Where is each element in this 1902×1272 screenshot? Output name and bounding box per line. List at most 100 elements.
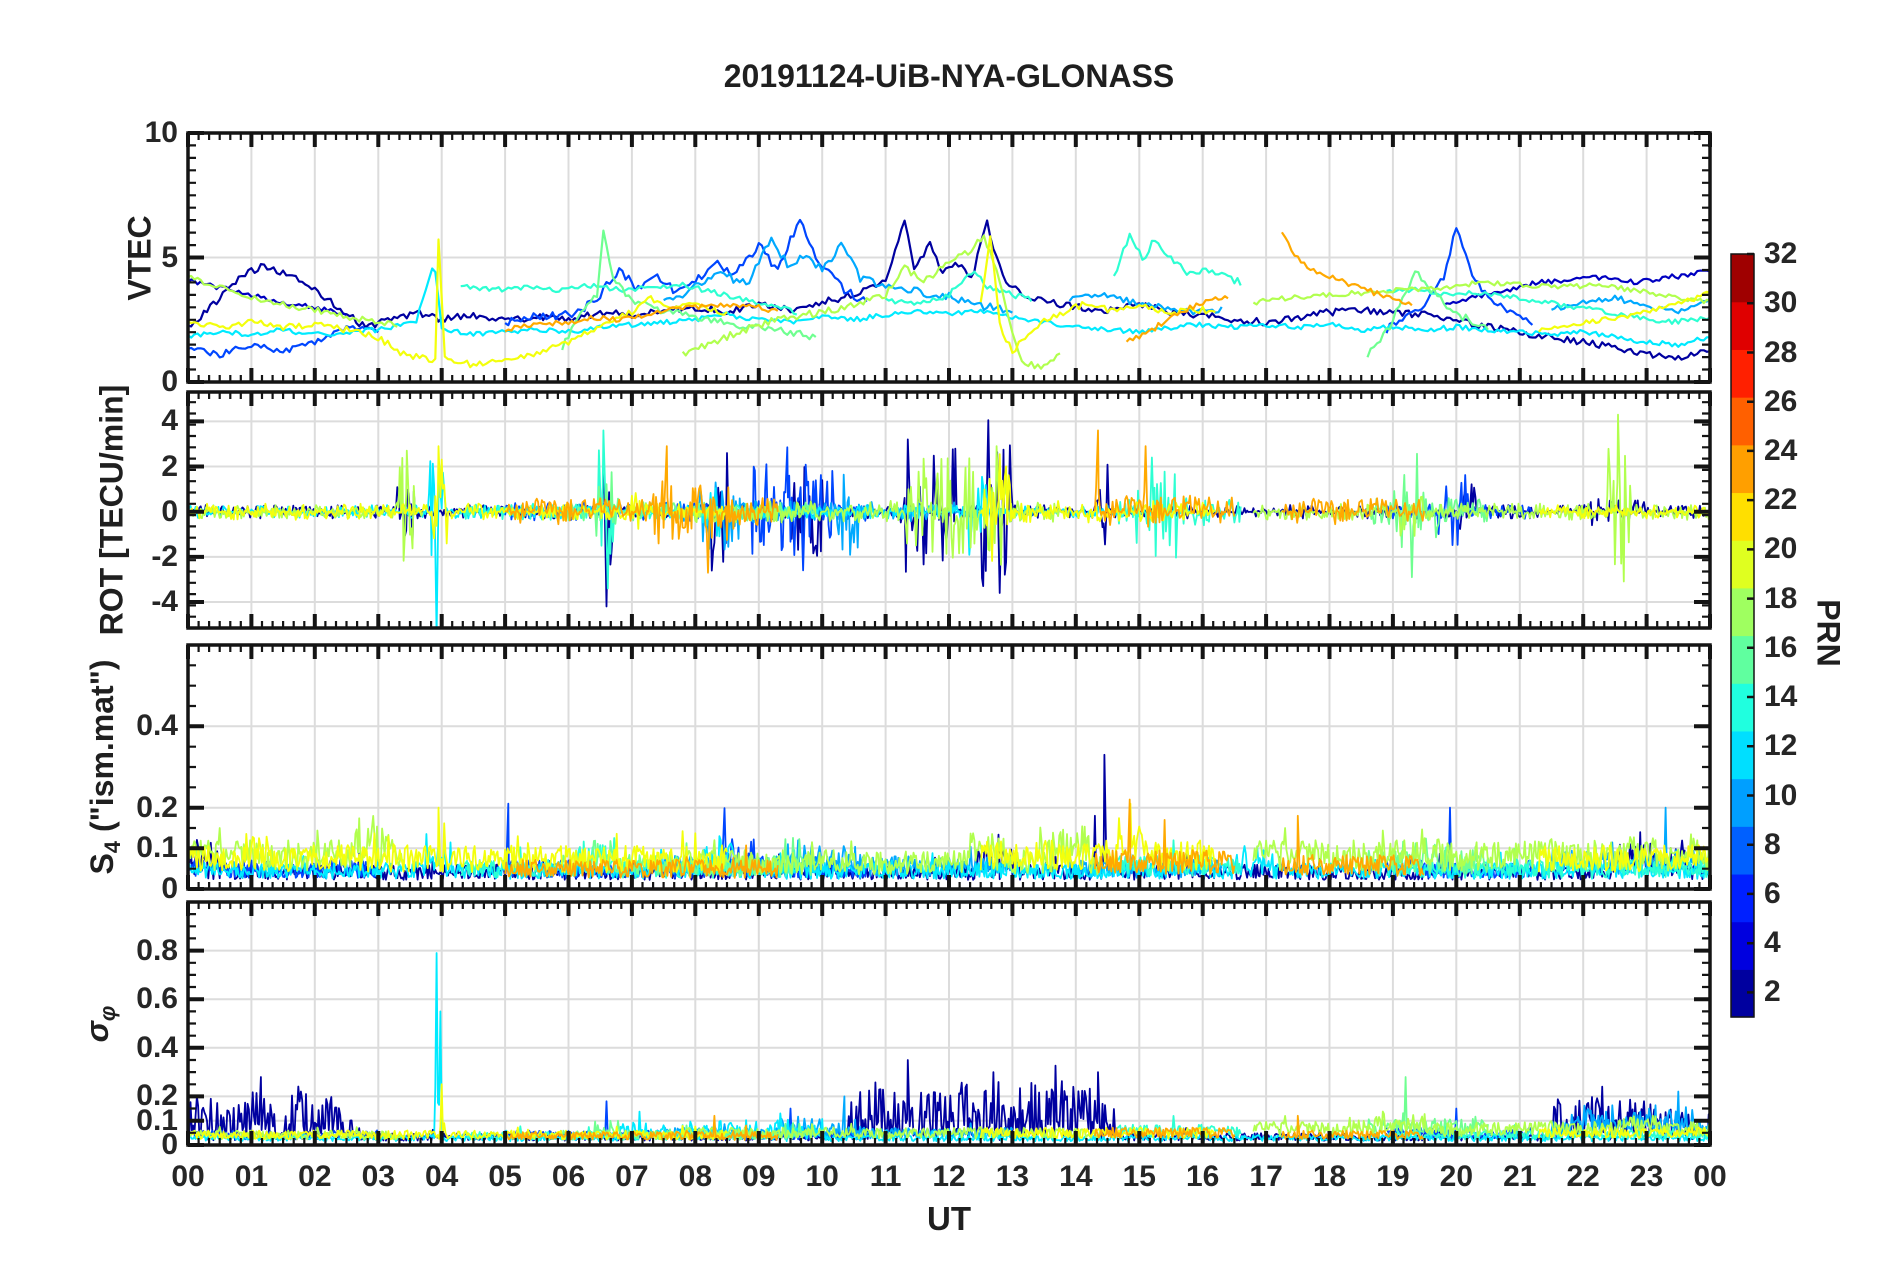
series-prn-line xyxy=(1094,798,1236,875)
panel-border xyxy=(186,900,1712,1147)
colorbar-band xyxy=(1731,826,1754,875)
series-prn-line xyxy=(504,844,779,879)
series-prn-line xyxy=(504,445,779,574)
series-prn-line xyxy=(1280,231,1413,307)
colorbar-tick-label: 6 xyxy=(1764,876,1781,910)
colorbar-border xyxy=(1730,253,1755,1018)
series-prn-line xyxy=(188,806,728,874)
x-tick-label: 13 xyxy=(995,1160,1030,1193)
colorbar xyxy=(1730,252,1755,1018)
colorbar-tick-label: 2 xyxy=(1764,975,1781,1009)
series-prn-line xyxy=(1252,280,1710,306)
grid-lines xyxy=(188,133,1710,382)
colorbar-tick-label: 12 xyxy=(1764,729,1798,763)
colorbar-band xyxy=(1731,683,1754,732)
colorbar-tick-label: 16 xyxy=(1764,630,1798,664)
x-tick-label: 18 xyxy=(1312,1160,1347,1193)
series-prn-line xyxy=(663,236,1013,314)
colorbar-label: PRN xyxy=(1810,599,1847,667)
series-prn-line xyxy=(1281,814,1425,877)
series-prn-line xyxy=(188,833,1710,880)
colorbar-band xyxy=(1731,921,1754,970)
x-tick-label: 11 xyxy=(869,1160,902,1193)
colorbar-ticks xyxy=(1747,252,1754,994)
x-tick-label: 09 xyxy=(742,1160,776,1193)
series-prn-line xyxy=(885,270,1033,306)
x-tick-label: 08 xyxy=(678,1160,713,1193)
series-prn-line xyxy=(1550,1090,1710,1138)
y-tick-label: 0.1 xyxy=(136,1103,178,1137)
series-prn-line xyxy=(663,473,1014,556)
colorbar-band xyxy=(1731,540,1754,589)
x-tick-label: 12 xyxy=(932,1160,966,1193)
series-prn-line xyxy=(1551,294,1710,315)
x-tick-label: 14 xyxy=(1059,1160,1093,1193)
x-tick-label: 07 xyxy=(615,1160,649,1193)
x-tick-label: 00 xyxy=(1693,1160,1727,1193)
series-prn-line xyxy=(188,274,398,328)
x-tick-label: 04 xyxy=(424,1160,459,1193)
series-prn-line xyxy=(1386,846,1710,879)
colorbar-band xyxy=(1731,873,1754,923)
colorbar-tick-label: 32 xyxy=(1764,237,1798,270)
x-tick-label: 15 xyxy=(1122,1160,1156,1193)
panel-border xyxy=(186,390,1712,630)
y-axis-label-s4: S4 ("ism.mat") xyxy=(83,659,126,875)
panel-sigma-phi xyxy=(186,900,1712,1147)
y-tick-label: -2 xyxy=(151,539,178,573)
series-prn-line xyxy=(1537,290,1710,333)
colorbar-tick-label: 22 xyxy=(1764,483,1798,517)
y-tick-label: 4 xyxy=(161,404,178,438)
series-prn-line xyxy=(188,445,728,545)
y-tick-label: 0.8 xyxy=(136,933,178,967)
series-prn-line xyxy=(1094,429,1236,528)
series-prn-line xyxy=(979,235,1216,354)
minor-ticks xyxy=(188,392,1710,628)
y-axis-label-rot: ROT [TECU/min] xyxy=(93,384,130,636)
y-tick-label: 10 xyxy=(144,116,178,149)
x-axis-label: UT xyxy=(927,1200,971,1237)
y-tick-label: -4 xyxy=(151,585,178,619)
colorbar-tick-label: 28 xyxy=(1764,335,1798,369)
series-prn-line xyxy=(1386,1123,1710,1141)
colorbar-tick-label: 30 xyxy=(1764,286,1798,320)
colorbar-band xyxy=(1731,492,1754,541)
series-prn-line xyxy=(1125,295,1229,343)
series-prn-line xyxy=(1538,504,1710,520)
series-prn-line xyxy=(1443,269,1710,307)
colorbar-tick-label: 10 xyxy=(1764,778,1798,812)
series-prn-line xyxy=(1537,1126,1710,1139)
y-tick-label: 0.2 xyxy=(136,1079,178,1113)
series-prn-line xyxy=(681,1122,1103,1140)
grid-lines xyxy=(188,902,1710,1145)
colorbar-tick-label: 4 xyxy=(1764,926,1781,960)
x-tick-label: 00 xyxy=(171,1160,205,1193)
y-tick-label: 0.1 xyxy=(136,831,178,865)
panel-border xyxy=(186,131,1712,384)
minor-ticks xyxy=(188,645,1710,889)
minor-ticks xyxy=(188,133,1710,382)
series-prn-line xyxy=(1281,497,1425,526)
colorbar-band xyxy=(1731,444,1754,494)
colorbar-band xyxy=(1731,254,1754,303)
series-prn-line xyxy=(504,302,779,333)
panel-rot xyxy=(186,390,1712,630)
colorbar-band xyxy=(1731,301,1754,350)
panel-vtec xyxy=(186,131,1712,384)
x-tick-label: 23 xyxy=(1629,1160,1664,1193)
series-prn-line xyxy=(188,1083,728,1141)
y-tick-label: 0 xyxy=(161,365,178,398)
x-tick-label: 10 xyxy=(805,1160,839,1193)
colorbar-band xyxy=(1731,969,1754,1018)
series-prn-line xyxy=(188,238,728,369)
x-tick-label: 05 xyxy=(488,1160,522,1193)
series-prn-line xyxy=(1366,270,1489,358)
colorbar-band xyxy=(1731,730,1754,780)
y-tick-label: 0.2 xyxy=(136,790,178,824)
x-tick-label: 21 xyxy=(1503,1160,1537,1193)
y-tick-label: 0.6 xyxy=(136,982,178,1016)
series-prn-line xyxy=(681,234,1061,370)
colorbar-band xyxy=(1731,397,1754,446)
